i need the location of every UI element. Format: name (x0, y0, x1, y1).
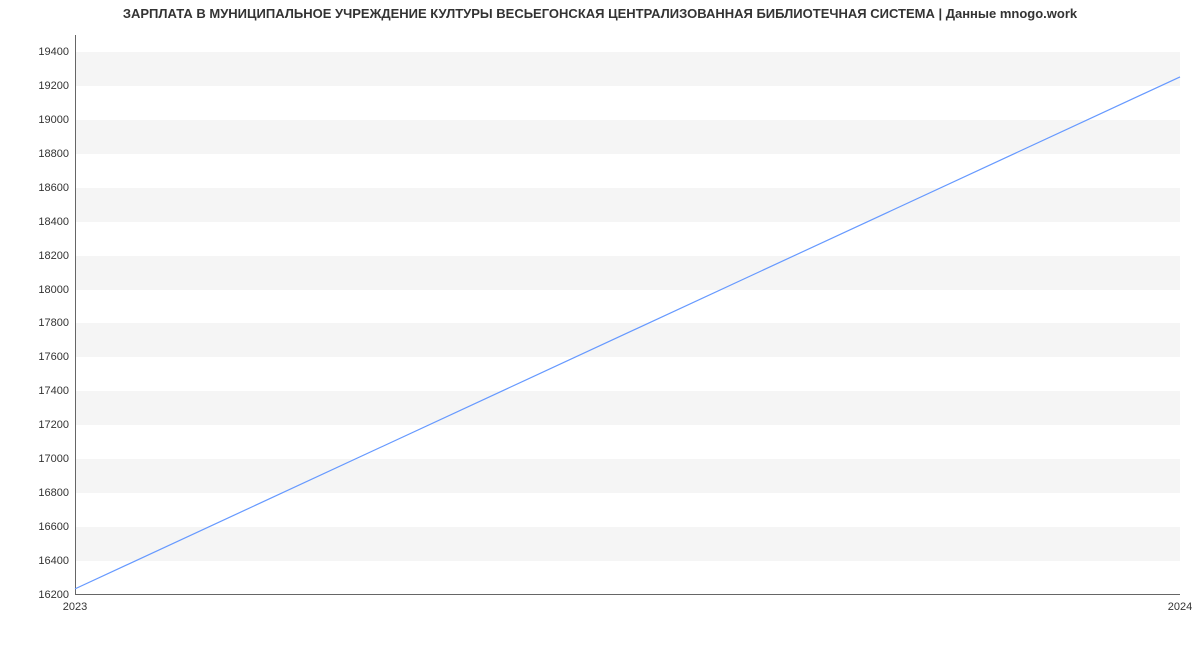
x-tick-label: 2024 (1168, 595, 1192, 613)
plot-area: 1620016400166001680017000172001740017600… (75, 35, 1180, 595)
y-tick-label: 16800 (38, 487, 75, 499)
chart-title: ЗАРПЛАТА В МУНИЦИПАЛЬНОЕ УЧРЕЖДЕНИЕ КУЛТ… (0, 6, 1200, 21)
y-tick-label: 19200 (38, 80, 75, 92)
y-tick-label: 17000 (38, 453, 75, 465)
y-tick-label: 18400 (38, 216, 75, 228)
y-tick-label: 18000 (38, 284, 75, 296)
y-tick-label: 18800 (38, 148, 75, 160)
y-tick-label: 17400 (38, 385, 75, 397)
series-layer (75, 35, 1180, 595)
y-tick-label: 16600 (38, 521, 75, 533)
y-tick-label: 19400 (38, 46, 75, 58)
salary-line-chart: ЗАРПЛАТА В МУНИЦИПАЛЬНОЕ УЧРЕЖДЕНИЕ КУЛТ… (0, 0, 1200, 650)
x-tick-label: 2023 (63, 595, 87, 613)
y-tick-label: 16400 (38, 555, 75, 567)
y-tick-label: 17200 (38, 419, 75, 431)
y-tick-label: 17800 (38, 317, 75, 329)
y-tick-label: 17600 (38, 351, 75, 363)
y-tick-label: 18600 (38, 182, 75, 194)
y-tick-label: 18200 (38, 250, 75, 262)
series-line-salary (75, 77, 1180, 589)
y-tick-label: 19000 (38, 114, 75, 126)
